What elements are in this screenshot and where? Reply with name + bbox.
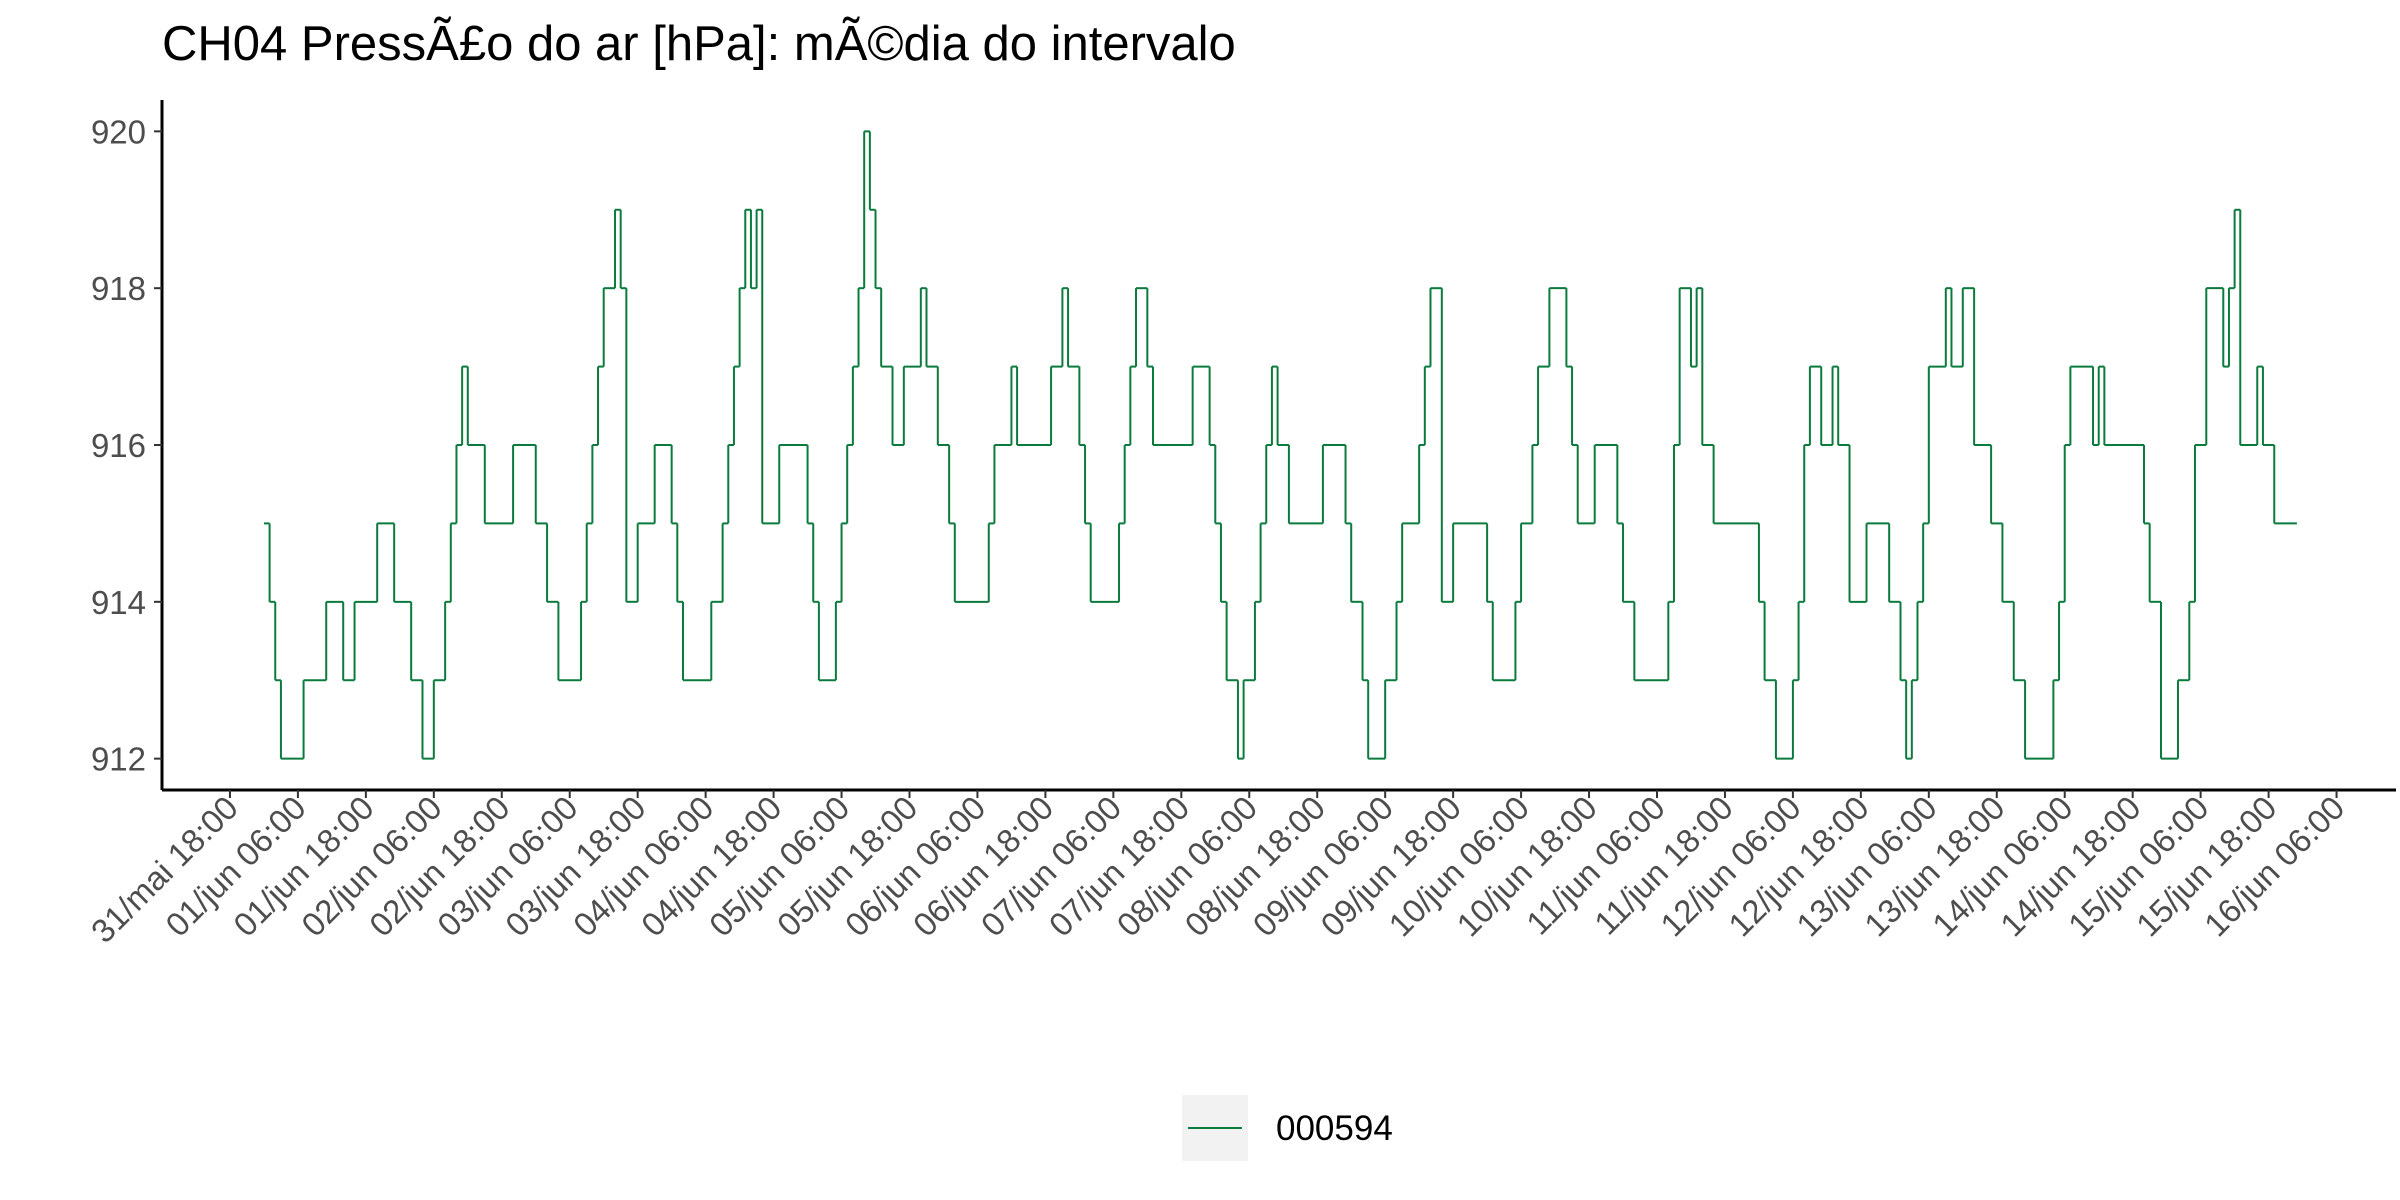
y-tick-label: 912 bbox=[91, 741, 146, 778]
chart-title: CH04 PressÃ£o do ar [hPa]: mÃ©dia do int… bbox=[162, 17, 1236, 71]
y-tick-label: 914 bbox=[91, 584, 146, 621]
legend-label: 000594 bbox=[1276, 1109, 1393, 1148]
y-tick-label: 920 bbox=[91, 113, 146, 150]
y-tick-label: 916 bbox=[91, 427, 146, 464]
y-tick-label: 918 bbox=[91, 270, 146, 307]
series-line bbox=[263, 130, 2297, 760]
